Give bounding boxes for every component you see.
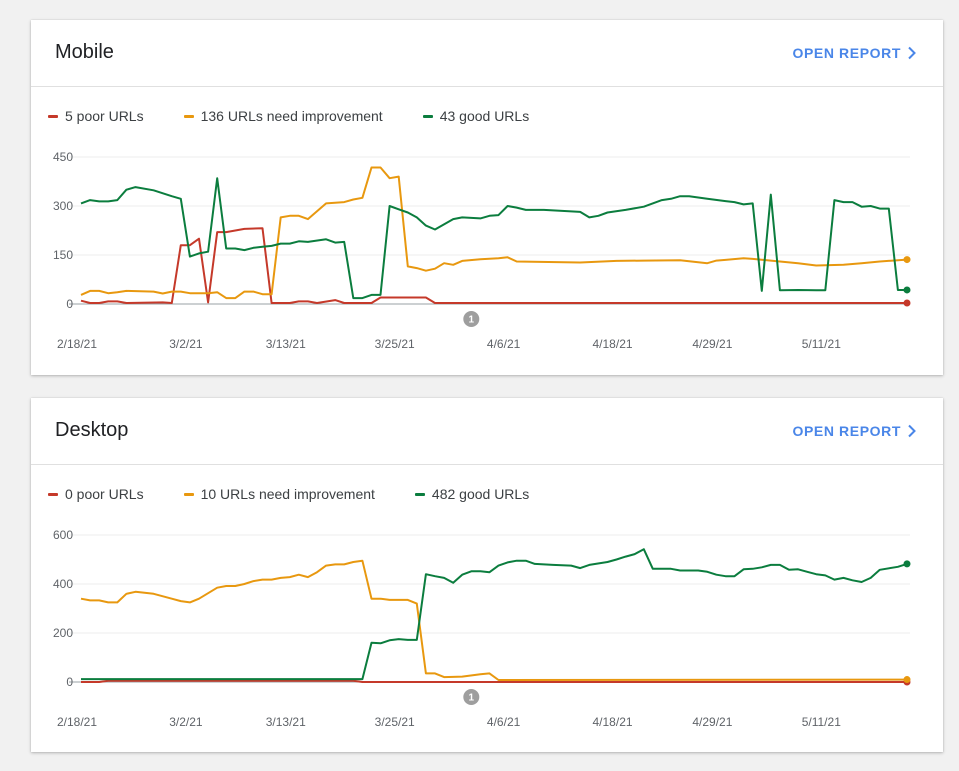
series-line: [80, 559, 908, 681]
series-line: [81, 679, 907, 683]
x-tick-label: 2/18/21: [57, 337, 97, 351]
series-end-point: [903, 560, 911, 568]
legend-swatch: [183, 492, 194, 496]
series-line: [80, 166, 908, 300]
card-title: Desktop: [55, 419, 129, 441]
legend-label: 43 good URLs: [439, 108, 530, 124]
x-tick-label: 5/11/21: [802, 715, 841, 729]
legend-label: 0 poor URLs: [65, 486, 144, 502]
y-tick-label: 200: [53, 626, 73, 640]
chevron-right-icon: [908, 46, 916, 60]
desktop-line-chart: 0 200 400 600 2/18/21 3/2/21 3/13/21 3/25/21 4/6…: [53, 528, 911, 729]
legend-swatch: [48, 492, 58, 496]
x-tick-label: 5/11/21: [802, 337, 841, 351]
chevron-right-icon: [908, 424, 916, 438]
legend-label: 136 URLs need improvement: [200, 108, 383, 124]
annotation-circle: [463, 689, 480, 705]
legend-item-good[interactable]: 43 good URLs: [422, 108, 530, 124]
annotation-marker[interactable]: 1: [463, 311, 480, 327]
x-tick-label: 4/29/21: [692, 337, 732, 351]
y-tick-label: 0: [66, 675, 73, 689]
series-end-point: [903, 286, 911, 294]
x-tick-label: 4/18/21: [593, 337, 633, 351]
x-tick-label: 4/29/21: [692, 715, 732, 729]
annotation-label: 1: [469, 315, 475, 326]
series-end-point: [903, 299, 911, 307]
y-tick-label: 600: [53, 528, 73, 542]
series-line: [80, 227, 907, 304]
x-tick-label: 3/2/21: [169, 715, 203, 729]
card-title: Mobile: [55, 41, 114, 63]
mobile-card: Mobile OPEN REPORT 5 poor URLs 136 URLs …: [31, 20, 943, 375]
x-tick-label: 3/2/21: [169, 337, 203, 351]
open-report-label: OPEN REPORT: [792, 45, 901, 61]
y-tick-label: 400: [53, 577, 73, 591]
series-line: [81, 548, 908, 681]
x-tick-label: 3/25/21: [375, 337, 415, 351]
legend-swatch: [48, 114, 58, 118]
series-line: [80, 177, 907, 300]
x-tick-label: 4/6/21: [487, 715, 521, 729]
annotation-marker[interactable]: 1: [463, 689, 480, 705]
legend-swatch: [422, 114, 433, 118]
legend-item-needs-improvement[interactable]: 136 URLs need improvement: [183, 108, 383, 124]
card-header: Desktop OPEN REPORT: [31, 398, 943, 465]
legend-item-poor[interactable]: 5 poor URLs: [48, 108, 144, 124]
card-header: Mobile OPEN REPORT: [31, 20, 943, 87]
legend-label: 5 poor URLs: [65, 108, 144, 124]
x-tick-label: 3/13/21: [266, 337, 306, 351]
chart-legend: 5 poor URLs 136 URLs need improvement 43…: [48, 106, 569, 126]
x-tick-label: 4/18/21: [593, 715, 633, 729]
desktop-card: Desktop OPEN REPORT 0 poor URLs 10 URLs …: [31, 398, 943, 752]
chart-legend: 0 poor URLs 10 URLs need improvement 482…: [48, 484, 569, 504]
open-report-button[interactable]: OPEN REPORT: [792, 45, 917, 61]
x-tick-label: 4/6/21: [487, 337, 521, 351]
legend-item-good[interactable]: 482 good URLs: [414, 486, 530, 502]
annotation-circle: [463, 311, 480, 327]
y-tick-label: 300: [53, 199, 73, 213]
x-tick-label: 2/18/21: [57, 715, 97, 729]
legend-label: 482 good URLs: [431, 486, 530, 502]
legend-swatch: [414, 492, 425, 496]
annotation-label: 1: [469, 693, 475, 704]
series-end-point: [903, 676, 911, 684]
mobile-line-chart: 0 150 300 450 2/18/21 3/2/21 3/13/21 3/25/21 4/6…: [53, 150, 911, 351]
legend-item-poor[interactable]: 0 poor URLs: [48, 486, 144, 502]
legend-label: 10 URLs need improvement: [200, 486, 375, 502]
x-tick-label: 3/25/21: [375, 715, 415, 729]
y-tick-label: 150: [53, 248, 73, 262]
open-report-label: OPEN REPORT: [792, 423, 901, 439]
legend-item-needs-improvement[interactable]: 10 URLs need improvement: [183, 486, 375, 502]
series-end-point: [903, 256, 911, 264]
legend-swatch: [183, 114, 194, 118]
y-tick-label: 0: [66, 297, 73, 311]
open-report-button[interactable]: OPEN REPORT: [792, 423, 917, 439]
x-tick-label: 3/13/21: [266, 715, 306, 729]
y-tick-label: 450: [53, 150, 73, 164]
